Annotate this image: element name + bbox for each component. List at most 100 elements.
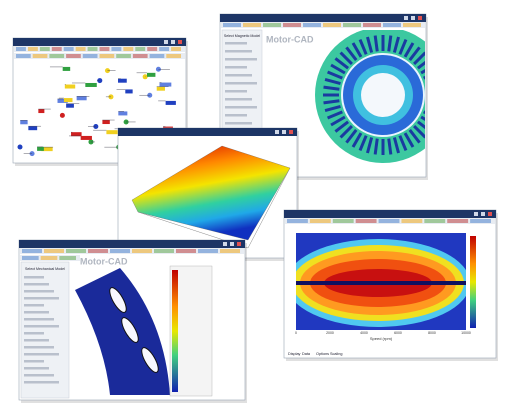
window-button: [481, 212, 485, 216]
panel-row: [24, 346, 54, 349]
toolbar-tab: [82, 54, 98, 58]
x-tick-label: 6000: [394, 331, 402, 335]
stator-slot: [334, 57, 350, 70]
schematic-block: [118, 78, 127, 83]
panel-row: [24, 290, 54, 293]
panel-row: [24, 381, 59, 384]
bottom-tab: Options: [316, 352, 329, 356]
logo: Motor-CAD: [80, 256, 128, 266]
mechanical-window: Select Mechanical Model Motor-CAD: [18, 239, 247, 403]
panel-row: [24, 339, 49, 342]
toolbar-tab: [154, 249, 174, 253]
panel-title: Select Magnetic Model: [224, 34, 261, 38]
window-button: [237, 242, 241, 246]
toolbar-tab: [123, 47, 134, 51]
torque-band: [296, 281, 466, 285]
stator-slot: [330, 63, 346, 75]
stator-slot: [345, 128, 358, 144]
title-bar: [118, 128, 297, 136]
panel-row: [225, 74, 252, 77]
stator-slot: [373, 138, 379, 155]
stator-slot: [324, 104, 341, 112]
panel-row: [24, 318, 54, 321]
toolbar-tab: [447, 219, 469, 223]
stator-slot: [427, 101, 443, 103]
toolbar-tab: [220, 249, 240, 253]
toolbar-tab: [401, 219, 423, 223]
logo: Motor-CAD: [266, 34, 314, 44]
stator-slot: [420, 115, 425, 121]
stator-slot: [420, 69, 425, 75]
toolbar-tab: [99, 47, 110, 51]
stator-slot: [373, 35, 379, 52]
toolbar-tab: [99, 54, 115, 58]
toolbar-tab: [132, 54, 148, 58]
toolbar-tab: [363, 23, 381, 27]
stator-slot: [413, 51, 425, 65]
stator-slot: [358, 38, 368, 55]
schematic-block: [125, 89, 133, 94]
panel-row: [225, 90, 247, 93]
schematic-block: [165, 100, 176, 105]
schematic-block: [37, 146, 44, 151]
schematic-block: [63, 98, 73, 103]
stator-slot: [324, 78, 341, 86]
panel-row: [24, 297, 59, 300]
toolbar-tab: [243, 23, 261, 27]
toolbar-tab: [159, 47, 170, 51]
toolbar-tab: [87, 47, 98, 51]
bottom-tab: Data: [302, 352, 311, 356]
motor: [315, 30, 443, 163]
toolbar-tab: [116, 54, 131, 58]
schematic-block: [85, 82, 97, 87]
panel-row: [24, 311, 49, 314]
toolbar-tab: [27, 47, 38, 51]
stator-slot: [339, 51, 353, 65]
window-button: [404, 16, 408, 20]
stator-slot: [416, 60, 425, 70]
stator-slot: [323, 99, 340, 105]
toolbar-tab: [323, 23, 341, 27]
window-button: [474, 212, 478, 216]
window-button: [411, 16, 415, 20]
schematic-block: [62, 66, 71, 71]
toolbar-tab: [424, 219, 446, 223]
stator-slot: [403, 42, 415, 58]
toolbar-tab: [287, 219, 308, 223]
stator-slot: [392, 137, 400, 154]
title-bar: [13, 38, 186, 46]
x-tick-label: 10000: [461, 331, 471, 335]
panel-row: [225, 106, 257, 109]
toolbar-tab: [22, 249, 42, 253]
x-tick-label: 2000: [326, 331, 334, 335]
schematic-block: [102, 120, 110, 125]
schematic-block: [66, 103, 74, 108]
schematic-block: [20, 120, 28, 125]
side-panel: [20, 261, 70, 399]
schematic-block: [71, 132, 82, 137]
bottom-tab: Scaling: [330, 352, 342, 356]
x-axis-label: Speed (rpm): [370, 336, 393, 341]
toolbar-tab: [32, 54, 48, 58]
toolbar-tab: [166, 54, 181, 58]
toolbar-tab: [16, 54, 31, 58]
toolbar-tab: [332, 219, 354, 223]
colorbar: [470, 236, 476, 328]
toolbar-tab: [66, 54, 81, 58]
toolbar-tab: [75, 47, 86, 51]
stator-slot: [330, 115, 346, 127]
plot-axes: [137, 167, 291, 249]
schematic-node: [17, 144, 23, 150]
stator-slot: [416, 120, 425, 130]
stator-slot: [345, 46, 358, 62]
stator-slot: [398, 135, 408, 152]
toolbar-tab: [171, 47, 181, 51]
window-button: [223, 242, 227, 246]
x-tick-label: 0: [295, 331, 297, 335]
toolbar-tab: [378, 219, 400, 223]
window-button: [230, 242, 234, 246]
toolbar-tab: [59, 256, 76, 260]
schematic-block: [41, 147, 53, 152]
schematic-window: [12, 37, 188, 166]
